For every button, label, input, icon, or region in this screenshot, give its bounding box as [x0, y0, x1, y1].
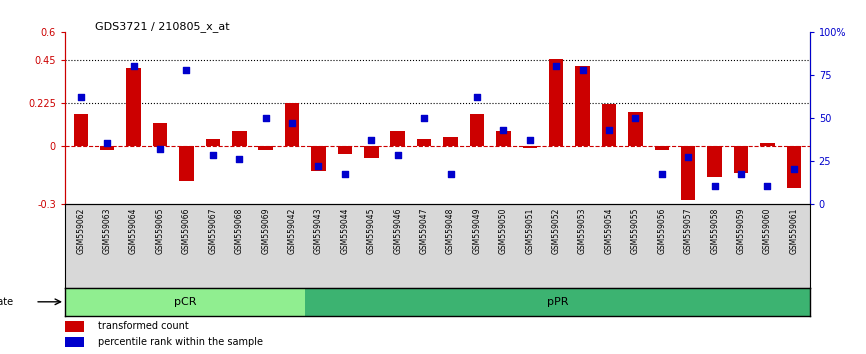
Text: GSM559057: GSM559057: [684, 208, 693, 254]
Bar: [522, 146, 537, 148]
Point: [708, 184, 721, 189]
Bar: [786, 146, 801, 188]
Point: [153, 146, 167, 152]
Bar: [74, 114, 88, 146]
Text: GSM559045: GSM559045: [367, 208, 376, 254]
Point: [74, 94, 87, 100]
Point: [100, 141, 114, 146]
Bar: [708, 146, 722, 177]
Bar: [628, 112, 643, 146]
Point: [496, 127, 510, 132]
Bar: [126, 68, 141, 146]
Point: [682, 154, 695, 160]
Text: GSM559047: GSM559047: [420, 208, 429, 254]
Text: GSM559058: GSM559058: [710, 208, 719, 254]
Text: GSM559061: GSM559061: [790, 208, 798, 254]
Text: GSM559060: GSM559060: [763, 208, 772, 254]
Text: GSM559062: GSM559062: [76, 208, 85, 254]
Text: pPR: pPR: [546, 297, 568, 307]
Bar: [469, 114, 484, 146]
Text: GSM559066: GSM559066: [182, 208, 191, 254]
Bar: [655, 146, 669, 150]
Point: [365, 137, 378, 143]
Point: [576, 67, 590, 73]
Bar: [311, 146, 326, 171]
Text: GSM559054: GSM559054: [604, 208, 613, 254]
Text: GSM559055: GSM559055: [631, 208, 640, 254]
Bar: [417, 139, 431, 146]
Bar: [65, 287, 306, 316]
Point: [655, 172, 669, 177]
Text: GSM559042: GSM559042: [288, 208, 296, 254]
Point: [470, 94, 484, 100]
Bar: [65, 337, 83, 347]
Point: [417, 115, 431, 121]
Text: GSM559068: GSM559068: [235, 208, 243, 254]
Bar: [179, 146, 194, 181]
Point: [285, 120, 299, 126]
Bar: [391, 131, 405, 146]
Bar: [443, 137, 458, 146]
Text: GSM559051: GSM559051: [526, 208, 534, 254]
Bar: [258, 146, 273, 150]
Point: [232, 156, 246, 162]
Text: GSM559059: GSM559059: [737, 208, 746, 254]
Text: GSM559053: GSM559053: [578, 208, 587, 254]
Text: GSM559052: GSM559052: [552, 208, 560, 254]
Point: [312, 163, 326, 169]
Text: transformed count: transformed count: [99, 321, 189, 331]
Point: [629, 115, 643, 121]
Bar: [152, 124, 167, 146]
Bar: [760, 143, 775, 146]
Text: GSM559063: GSM559063: [103, 208, 112, 254]
Text: disease state: disease state: [0, 297, 13, 307]
Text: GSM559049: GSM559049: [473, 208, 481, 254]
Text: pCR: pCR: [174, 297, 197, 307]
Bar: [602, 104, 617, 146]
Text: GSM559046: GSM559046: [393, 208, 402, 254]
Text: GSM559064: GSM559064: [129, 208, 138, 254]
Point: [787, 166, 801, 172]
Point: [734, 172, 748, 177]
Point: [443, 172, 457, 177]
Point: [549, 63, 563, 69]
Point: [602, 127, 616, 132]
Point: [391, 153, 404, 158]
Bar: [364, 146, 378, 158]
Point: [523, 137, 537, 143]
Bar: [496, 131, 511, 146]
Text: GSM559043: GSM559043: [314, 208, 323, 254]
Bar: [205, 139, 220, 146]
Point: [338, 172, 352, 177]
Bar: [285, 103, 300, 146]
Bar: [338, 146, 352, 154]
Point: [259, 115, 273, 121]
Bar: [681, 146, 695, 200]
Text: GDS3721 / 210805_x_at: GDS3721 / 210805_x_at: [94, 21, 229, 32]
Text: GSM559050: GSM559050: [499, 208, 507, 254]
Text: GSM559044: GSM559044: [340, 208, 349, 254]
Point: [760, 184, 774, 189]
Text: GSM559048: GSM559048: [446, 208, 455, 254]
Text: GSM559067: GSM559067: [209, 208, 217, 254]
Bar: [65, 321, 83, 332]
Text: GSM559069: GSM559069: [262, 208, 270, 254]
Bar: [549, 58, 564, 146]
Bar: [575, 66, 590, 146]
Point: [179, 67, 193, 73]
Bar: [734, 146, 748, 173]
Point: [126, 63, 140, 69]
Text: percentile rank within the sample: percentile rank within the sample: [99, 337, 263, 347]
Bar: [100, 146, 114, 150]
Point: [206, 153, 220, 158]
Bar: [306, 287, 810, 316]
Text: GSM559056: GSM559056: [657, 208, 666, 254]
Text: GSM559065: GSM559065: [156, 208, 165, 254]
Bar: [232, 131, 247, 146]
